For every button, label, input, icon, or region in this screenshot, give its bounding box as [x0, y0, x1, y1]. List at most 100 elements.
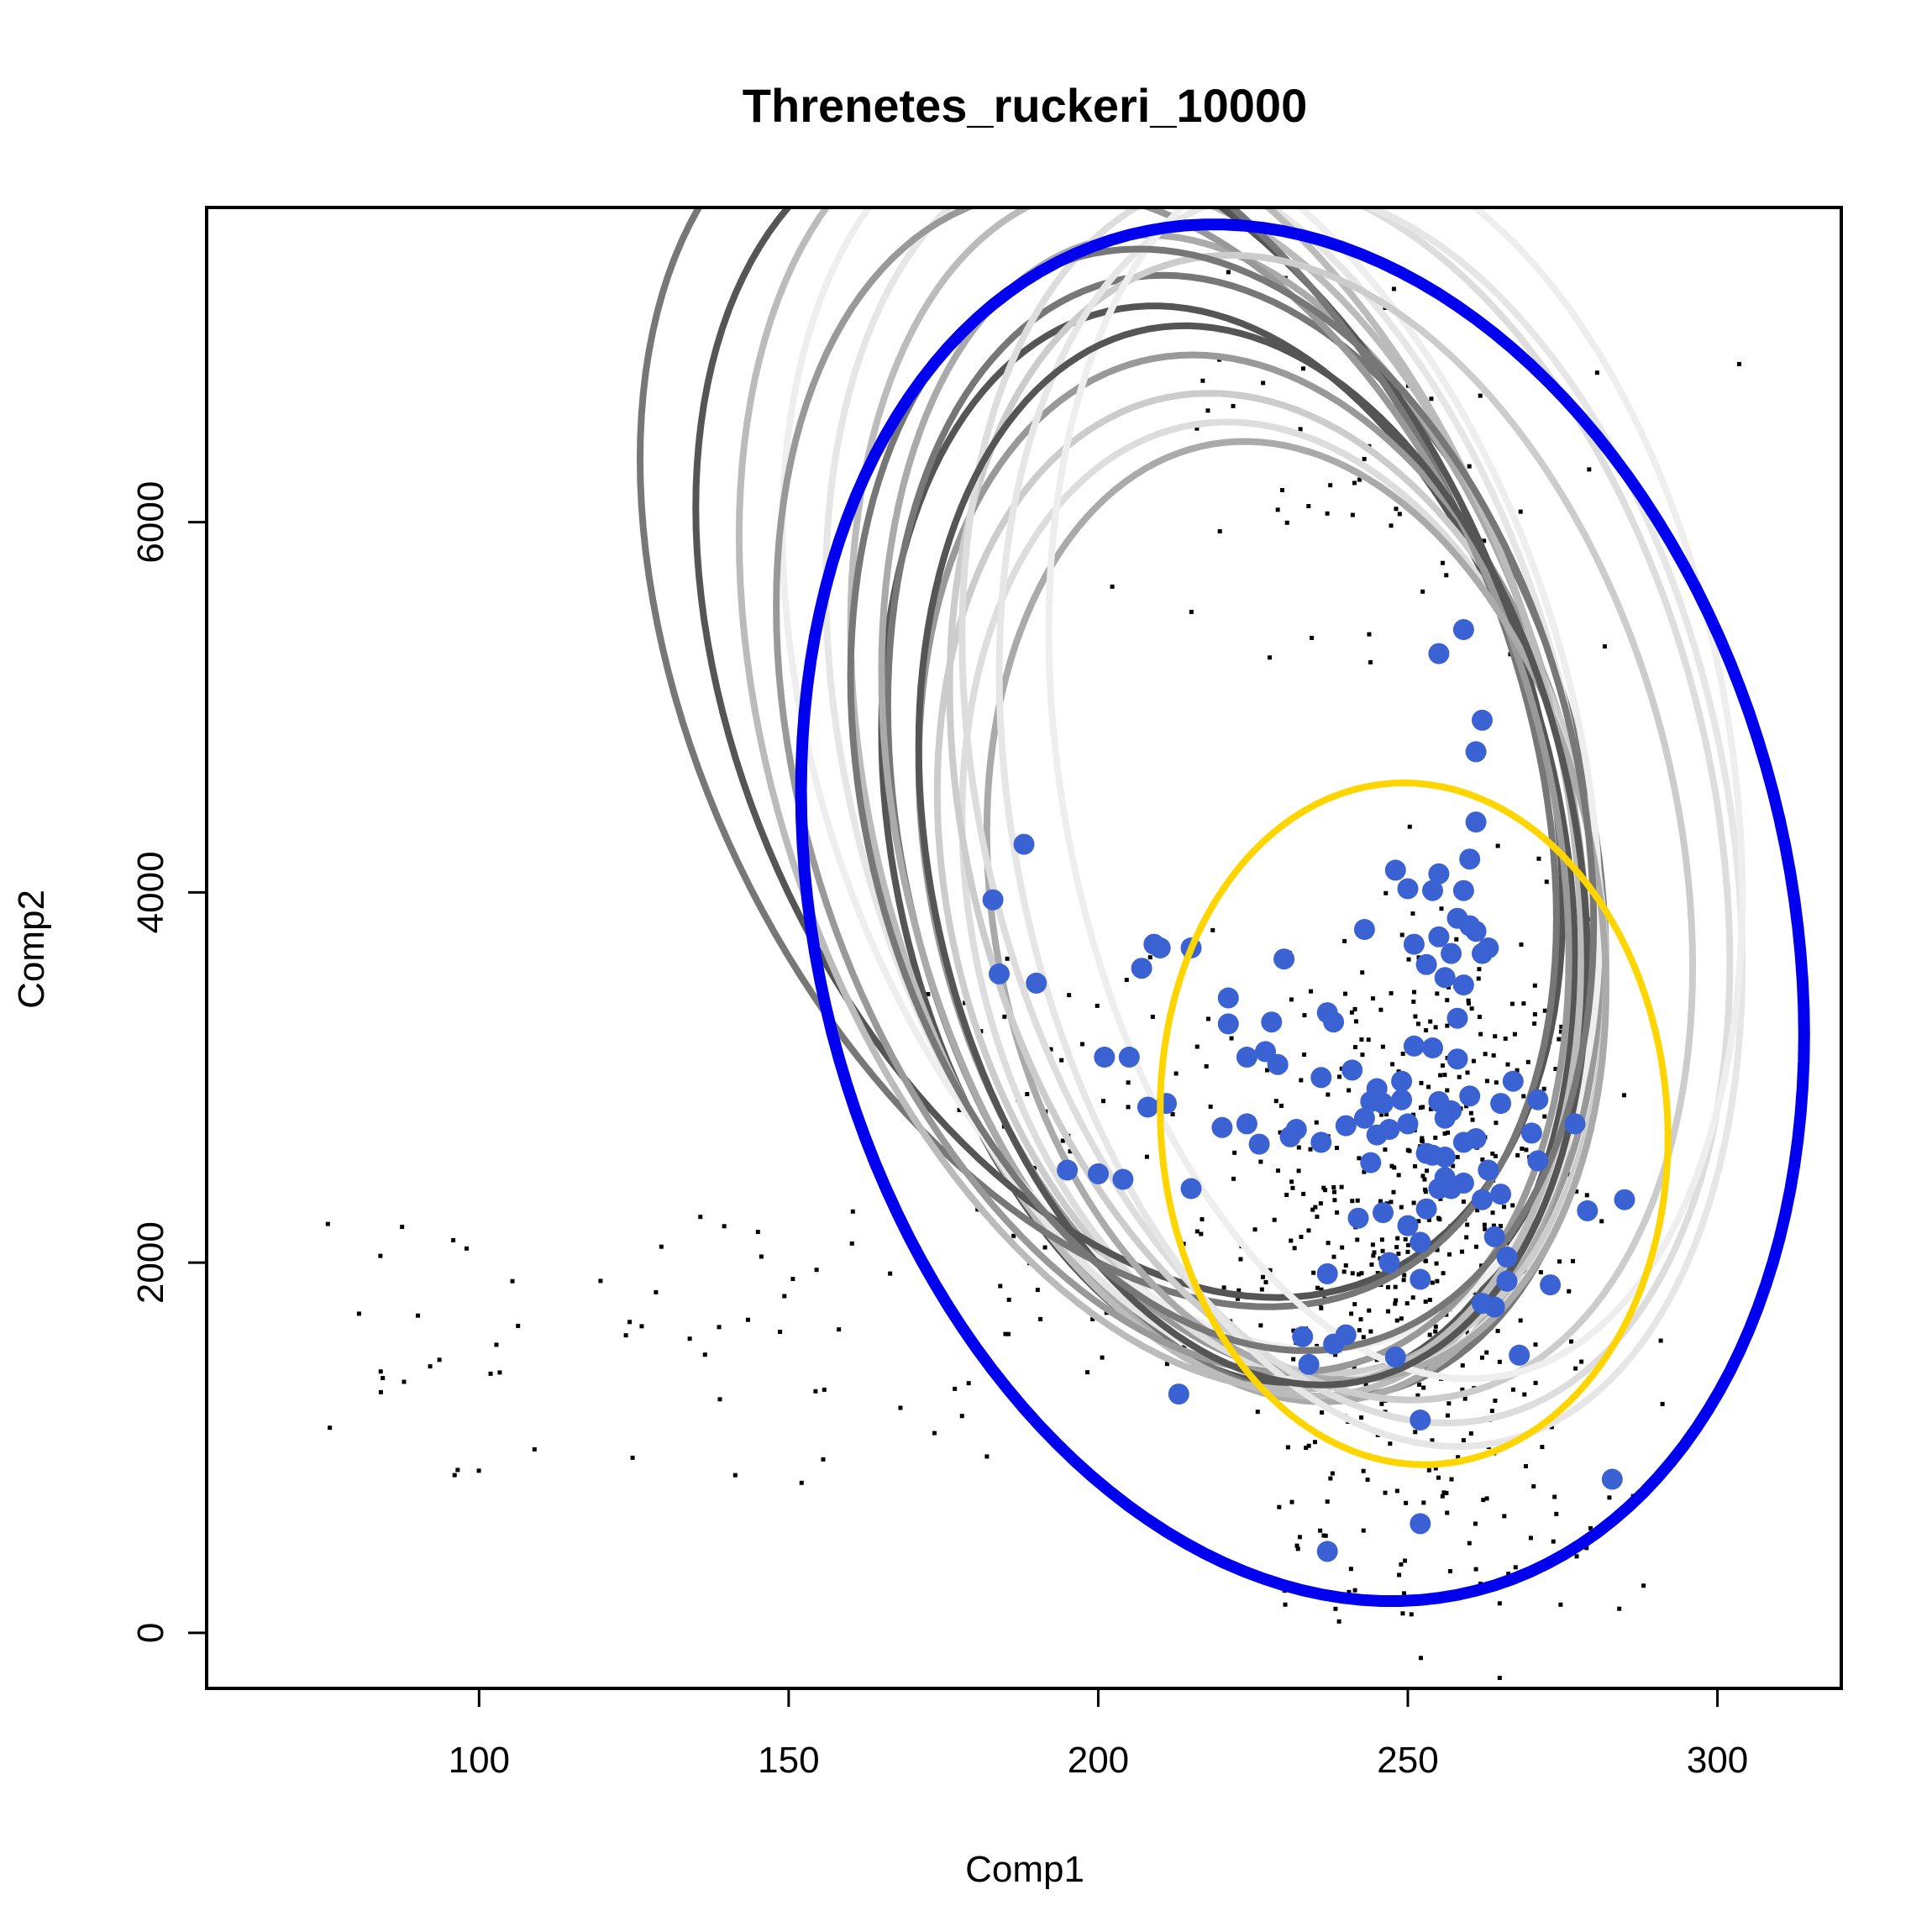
background-point	[1409, 1612, 1414, 1617]
background-point	[1468, 1110, 1473, 1116]
background-point	[1439, 906, 1444, 911]
background-point	[1475, 1208, 1480, 1213]
background-point	[1386, 1309, 1391, 1314]
background-point	[966, 1381, 971, 1386]
data-point	[1410, 1268, 1431, 1290]
data-point	[1415, 953, 1437, 975]
background-point	[1150, 1014, 1155, 1019]
data-point	[1397, 1215, 1419, 1236]
background-point	[849, 1241, 854, 1246]
background-point	[1446, 1130, 1451, 1135]
background-point	[1231, 1176, 1236, 1181]
background-point	[1396, 1252, 1401, 1257]
background-point	[755, 1230, 760, 1235]
background-point	[1558, 1602, 1563, 1607]
background-point	[1164, 1362, 1169, 1367]
background-point	[745, 1317, 750, 1322]
background-point	[1621, 1093, 1626, 1098]
background-point	[1277, 1504, 1282, 1509]
background-point	[1291, 1328, 1296, 1333]
background-point	[1476, 976, 1481, 981]
background-point	[1002, 1014, 1007, 1019]
background-point	[1411, 1000, 1416, 1005]
background-point	[1579, 1359, 1584, 1364]
background-point	[1389, 1163, 1394, 1168]
data-point	[989, 963, 1010, 984]
gray-ellipse	[773, 207, 1572, 1376]
background-point	[1522, 1392, 1527, 1397]
background-point	[1308, 1147, 1313, 1152]
background-point	[1433, 1466, 1438, 1471]
background-point	[1095, 1003, 1100, 1008]
background-point	[1520, 1146, 1525, 1151]
background-point	[1309, 989, 1314, 994]
background-point	[1284, 1883, 1288, 1887]
background-point	[1464, 1104, 1469, 1109]
background-point	[1393, 1301, 1398, 1306]
background-point	[1544, 879, 1549, 885]
background-point	[1482, 538, 1487, 543]
gray-ellipse	[995, 207, 1746, 1451]
background-point	[1435, 991, 1440, 996]
data-point	[1384, 859, 1406, 881]
background-point	[416, 1313, 421, 1318]
background-point	[1379, 1112, 1384, 1117]
data-point	[1088, 1163, 1109, 1184]
data-point	[1441, 1100, 1462, 1121]
background-point	[623, 1333, 628, 1338]
gray-ellipse	[915, 322, 1591, 1389]
blue-points	[982, 619, 1635, 1562]
background-point	[1147, 955, 1152, 960]
background-point	[1417, 1382, 1422, 1387]
background-point	[1584, 1193, 1589, 1198]
gray-ellipse	[958, 207, 1734, 1427]
data-point	[1316, 1263, 1338, 1284]
data-point	[1415, 1198, 1437, 1220]
x-tick-label: 250	[1377, 1740, 1438, 1781]
background-point	[1221, 1285, 1226, 1290]
background-point	[1357, 1272, 1362, 1277]
background-point	[1391, 286, 1396, 291]
data-point	[1094, 1047, 1116, 1068]
background-point	[1380, 1248, 1385, 1253]
data-point	[1298, 1353, 1320, 1375]
background-point	[959, 1414, 964, 1419]
background-point	[1411, 1112, 1416, 1117]
background-point	[1424, 1028, 1429, 1033]
background-point	[1362, 1169, 1367, 1174]
background-point	[687, 1336, 692, 1341]
background-point	[1445, 1088, 1450, 1093]
background-point	[1367, 632, 1372, 637]
background-point	[1413, 1014, 1418, 1019]
data-point	[1483, 1226, 1505, 1247]
data-point	[1373, 1202, 1394, 1224]
background-point	[1306, 1228, 1311, 1233]
background-point	[1421, 1500, 1426, 1505]
background-point	[1469, 1006, 1474, 1011]
background-point	[1513, 1565, 1518, 1570]
background-point	[1505, 1062, 1510, 1067]
background-point	[1467, 464, 1472, 469]
data-point	[1465, 741, 1487, 763]
data-point	[1459, 848, 1481, 870]
background-point	[1261, 381, 1266, 386]
background-point	[1328, 1476, 1333, 1481]
background-point	[1506, 1572, 1511, 1577]
plot-area	[325, 207, 1810, 1887]
background-point	[1331, 1189, 1336, 1194]
background-point	[1068, 1149, 1073, 1154]
background-point	[1318, 1528, 1323, 1533]
background-point	[1268, 1268, 1273, 1273]
background-point	[1429, 396, 1434, 402]
background-point	[1384, 1112, 1389, 1117]
background-point	[1279, 1103, 1284, 1108]
background-point	[1451, 1163, 1456, 1168]
data-point	[1483, 1296, 1505, 1318]
background-point	[1495, 1328, 1500, 1333]
background-point	[1480, 1355, 1485, 1360]
background-point	[1491, 1053, 1496, 1058]
background-point	[1388, 1441, 1393, 1446]
background-point	[1302, 1013, 1307, 1018]
background-point	[813, 1389, 818, 1394]
background-point	[1490, 1151, 1495, 1156]
